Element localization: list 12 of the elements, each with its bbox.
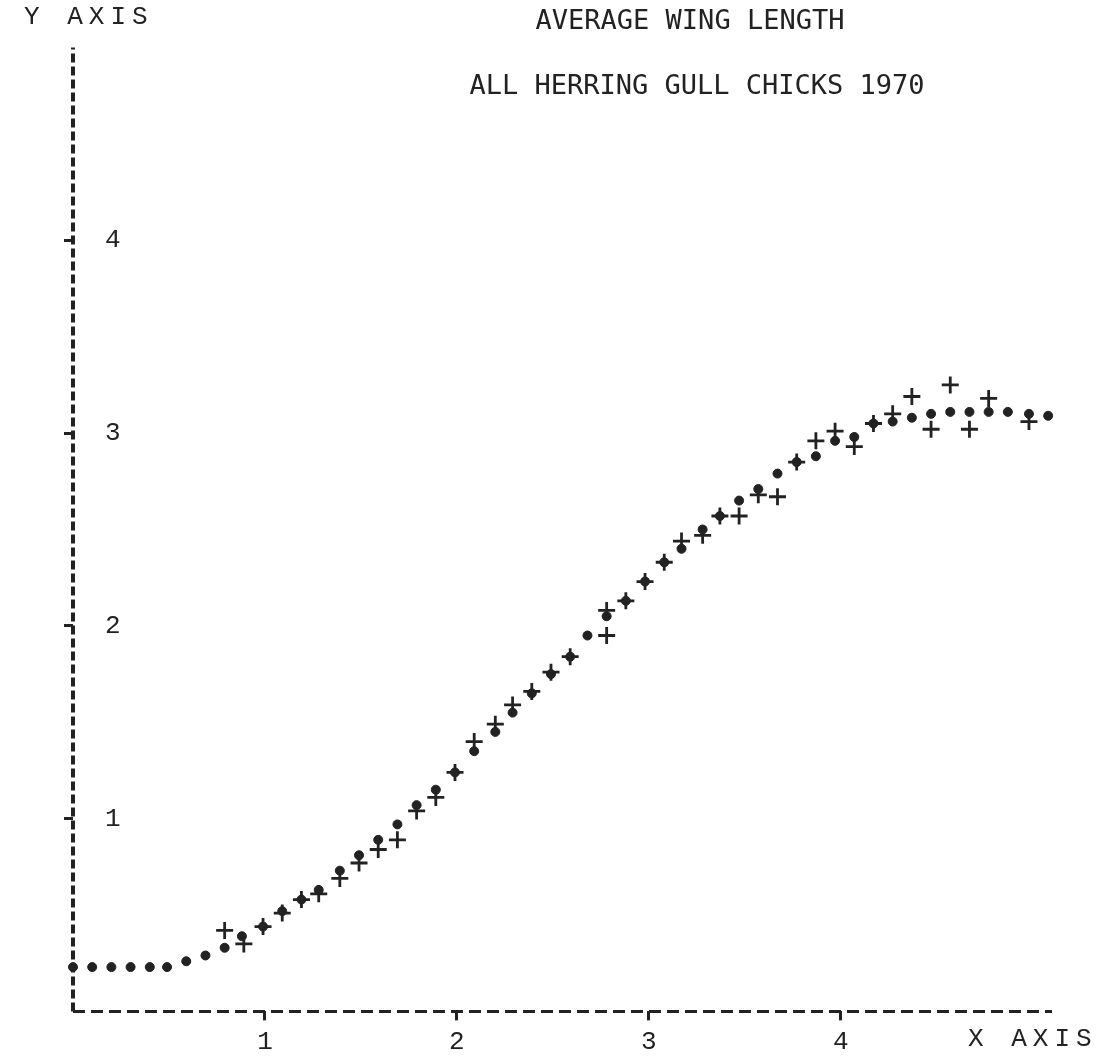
y-tick-label: 4	[105, 225, 121, 256]
x-tick-label: 1	[257, 1026, 273, 1057]
y-tick-label: 2	[105, 610, 121, 641]
x-tick-label: 4	[833, 1026, 849, 1057]
y-tick-label: 3	[105, 418, 121, 449]
y-tick-label: 1	[105, 803, 121, 834]
y-axis-title: Y AXIS	[24, 2, 154, 32]
text: ALL HERRING GULL CHICKS 1970	[469, 69, 925, 100]
x-axis-title: X AXIS	[968, 1024, 1098, 1054]
chart-title: AVERAGE WING LENGTH	[535, 4, 845, 35]
x-tick-label: 3	[641, 1026, 657, 1057]
x-tick-label: 2	[449, 1026, 465, 1057]
